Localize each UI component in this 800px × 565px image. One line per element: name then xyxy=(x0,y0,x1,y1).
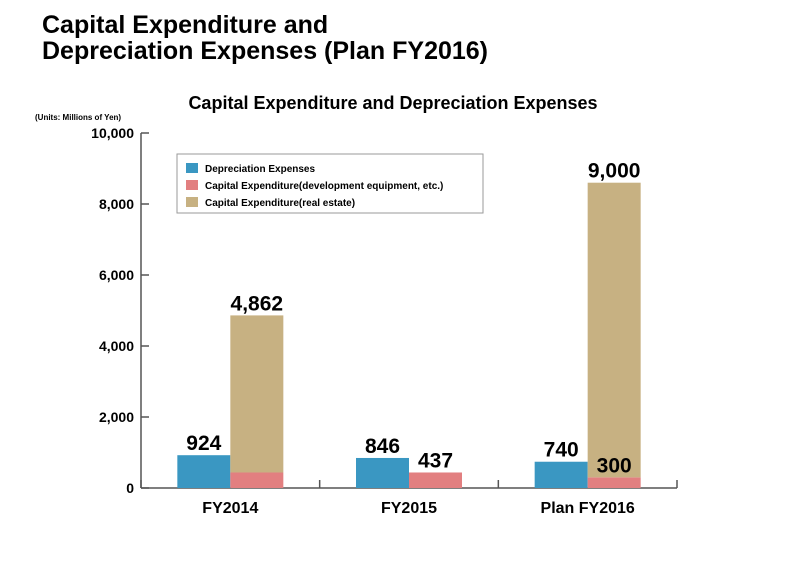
data-label: 740 xyxy=(544,439,579,462)
total-label: 4,862 xyxy=(231,292,284,315)
legend-label: Capital Expenditure(real estate) xyxy=(205,198,355,209)
bar-capex-2 xyxy=(587,182,641,478)
legend: Depreciation Expenses Capital Expenditure… xyxy=(176,153,484,214)
y-tick-label: 10,000 xyxy=(91,125,134,141)
legend-label: Depreciation Expenses xyxy=(205,164,315,175)
x-tick-label: FY2015 xyxy=(381,500,437,517)
data-label: 437 xyxy=(418,449,453,472)
page-title: Capital Expenditure and Depreciation Exp… xyxy=(42,12,488,64)
legend-swatch xyxy=(186,180,198,190)
bar-capex-1 xyxy=(587,477,641,488)
x-tick-label: FY2014 xyxy=(202,500,258,517)
units-note: (Units: Millions of Yen) xyxy=(35,113,121,122)
bar-capex-1 xyxy=(230,472,284,488)
legend-label: Capital Expenditure(development equipmen… xyxy=(205,181,443,192)
bar-depreciation-0 xyxy=(177,455,231,488)
page-title-line-1: Capital Expenditure and xyxy=(42,11,329,39)
total-label: 9,000 xyxy=(588,160,641,183)
axes: 0 2,000 4,000 6,000 8,000 10,000 FY2014 FY2015 P… xyxy=(91,125,678,517)
bar-depreciation-0 xyxy=(534,461,588,488)
data-label: 300 xyxy=(597,454,632,477)
legend-swatch xyxy=(186,163,198,173)
y-tick-label: 0 xyxy=(126,480,134,496)
bars xyxy=(177,182,641,488)
data-label: 924 xyxy=(186,432,221,455)
x-tick-label: Plan FY2016 xyxy=(541,500,635,517)
y-tick-label: 2,000 xyxy=(99,409,134,425)
bar-depreciation-0 xyxy=(356,457,409,488)
page-title-line-2: Depreciation Expenses (Plan FY2016) xyxy=(42,37,489,65)
y-tick-label: 4,000 xyxy=(99,338,134,354)
legend-swatch xyxy=(186,197,198,207)
bar-capex-1 xyxy=(409,472,462,488)
y-tick-label: 6,000 xyxy=(99,267,134,283)
y-tick-label: 8,000 xyxy=(99,196,134,212)
bar-capex-2 xyxy=(230,315,284,473)
legend-box xyxy=(176,153,484,214)
data-label: 846 xyxy=(365,435,400,458)
data-labels: 924 4,862 846 437 740 300 9,000 xyxy=(186,160,640,478)
chart-title: Capital Expenditure and Depreciation Exp… xyxy=(188,93,597,113)
